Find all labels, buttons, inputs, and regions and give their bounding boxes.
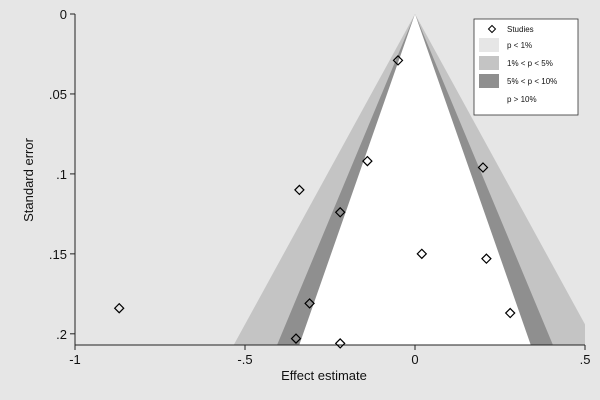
study-point — [304, 298, 315, 309]
study-point — [334, 206, 346, 218]
study-point — [477, 162, 489, 173]
legend-label-contour-1: 1% < p < 5% — [507, 59, 553, 68]
legend: Studies p < 1% 1% < p < 5% 5% < p < 10% p > … — [473, 18, 579, 116]
study-point — [290, 333, 302, 344]
legend-swatch-contour-1 — [479, 56, 499, 70]
y-axis-title: Standard error — [21, 137, 36, 221]
legend-label-studies: Studies — [507, 25, 534, 34]
x-tick-label: .5 — [580, 352, 591, 367]
y-tick-label: .05 — [49, 87, 67, 102]
legend-label-contour-0: p < 1% — [507, 41, 532, 50]
x-tick-label: -.5 — [237, 352, 252, 367]
y-tick-label: .2 — [56, 327, 67, 342]
study-point — [113, 302, 125, 314]
study-point — [334, 338, 346, 349]
study-point — [392, 55, 404, 66]
x-tick-label: 0 — [411, 352, 418, 367]
x-axis: -1 -.5 0 .5 — [69, 345, 590, 367]
legend-swatch-contour-2 — [479, 74, 499, 88]
x-axis-title: Effect estimate — [281, 368, 367, 383]
study-point — [294, 184, 305, 196]
y-axis: 0 .05 .1 .15 .2 — [49, 7, 75, 342]
legend-label-contour-2: 5% < p < 10% — [507, 77, 557, 86]
legend-swatch-contour-0 — [479, 38, 499, 52]
legend-swatch-contour-3 — [479, 92, 499, 106]
study-point — [481, 253, 492, 265]
study-point — [416, 248, 428, 260]
study-point — [504, 307, 516, 319]
contour-region-3 — [299, 14, 531, 345]
legend-marker-studies — [487, 24, 497, 34]
x-tick-label: -1 — [69, 352, 81, 367]
y-tick-label: .1 — [56, 167, 67, 182]
y-tick-label: 0 — [60, 7, 67, 22]
study-points — [113, 55, 516, 349]
contour-regions — [233, 14, 585, 345]
legend-label-contour-3: p > 10% — [507, 95, 537, 104]
study-point — [362, 155, 373, 167]
y-tick-label: .15 — [49, 247, 67, 262]
